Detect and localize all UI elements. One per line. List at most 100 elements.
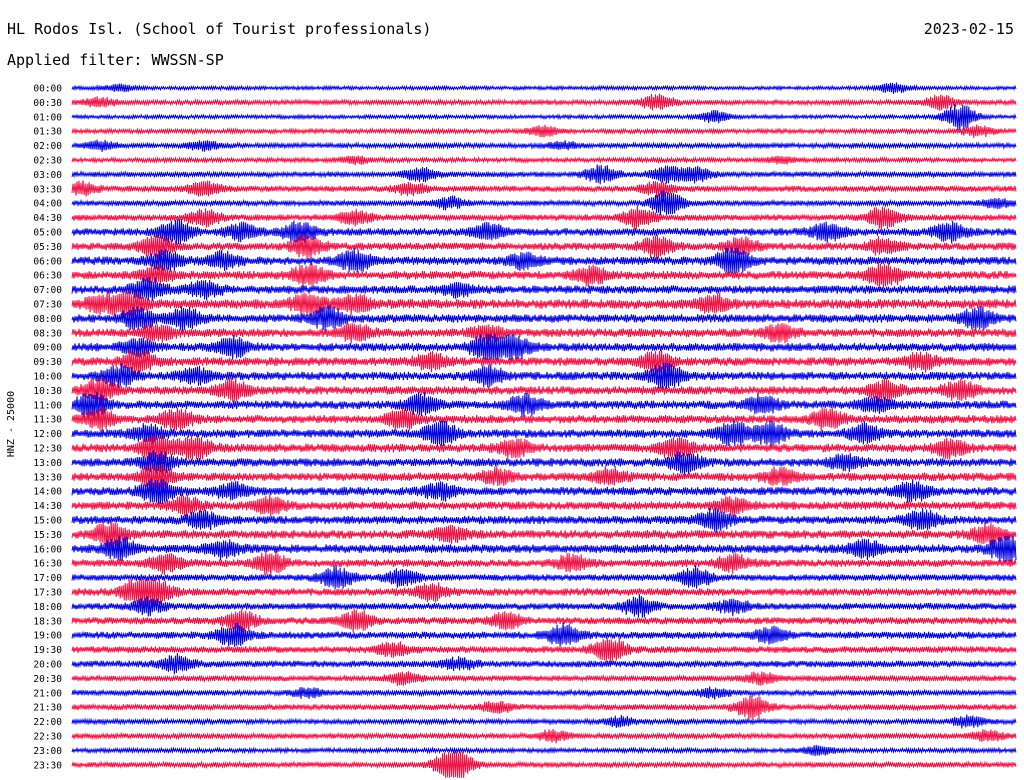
time-label: 03:00	[33, 170, 62, 181]
time-label: 23:00	[33, 746, 62, 757]
time-label: 05:00	[33, 228, 62, 239]
trace-line	[71, 622, 1017, 647]
trace-line	[71, 671, 1017, 686]
trace-line	[71, 637, 1017, 663]
time-label: 03:30	[33, 184, 62, 195]
date-label: 2023-02-15	[923, 20, 1014, 38]
trace-line	[71, 406, 1017, 432]
trace-line	[71, 550, 1017, 577]
trace-line	[71, 104, 1017, 130]
time-label: 14:30	[33, 501, 62, 512]
time-label: 04:00	[33, 199, 62, 210]
trace-line	[71, 494, 1017, 518]
time-label: 16:00	[33, 544, 62, 555]
trace-line	[71, 262, 1017, 289]
time-labels: 00:00 00:30 01:00 01:30 02:00 02:30 03:00 03:30…	[33, 84, 62, 772]
trace-line	[71, 322, 1017, 345]
trace-line	[71, 744, 1017, 757]
trace-line	[71, 277, 1017, 302]
time-label: 02:00	[33, 141, 62, 152]
time-label: 06:30	[33, 271, 62, 282]
time-label: 16:30	[33, 559, 62, 570]
trace-line	[71, 362, 1017, 390]
trace-line	[71, 190, 1017, 216]
trace-line	[71, 377, 1017, 404]
trace-line	[71, 728, 1017, 744]
time-label: 04:30	[33, 213, 62, 224]
station-title: HL Rodos Isl. (School of Tourist profess…	[7, 20, 432, 38]
trace-line	[71, 93, 1017, 112]
time-label: 01:30	[33, 127, 62, 138]
time-label: 15:30	[33, 530, 62, 541]
time-label: 19:30	[33, 645, 62, 656]
time-label: 18:00	[33, 602, 62, 613]
trace-line	[71, 751, 1017, 778]
trace-line	[71, 247, 1017, 274]
trace-line	[71, 686, 1017, 700]
time-label: 12:30	[33, 444, 62, 455]
trace-line	[71, 164, 1017, 185]
time-label: 18:30	[33, 616, 62, 627]
trace-line	[71, 290, 1017, 318]
trace-line	[71, 434, 1017, 462]
time-label: 22:00	[33, 717, 62, 728]
time-label: 08:00	[33, 314, 62, 325]
time-label: 20:30	[33, 674, 62, 685]
trace-line	[71, 578, 1017, 606]
time-label: 09:30	[33, 357, 62, 368]
trace-line	[71, 124, 1017, 138]
time-label: 21:00	[33, 688, 62, 699]
trace-line	[71, 535, 1017, 562]
trace-line	[71, 139, 1017, 153]
time-label: 23:30	[33, 760, 62, 771]
trace-line	[71, 233, 1017, 260]
time-label: 01:00	[33, 112, 62, 123]
trace-line	[71, 155, 1017, 166]
time-label: 09:00	[33, 343, 62, 354]
trace-line	[71, 463, 1017, 490]
time-label: 17:00	[33, 573, 62, 584]
trace-line	[71, 521, 1017, 548]
trace-line	[71, 653, 1017, 675]
time-label: 11:30	[33, 415, 62, 426]
trace-line	[71, 180, 1017, 199]
trace-group	[71, 82, 1017, 778]
trace-line	[71, 714, 1017, 729]
time-label: 15:00	[33, 516, 62, 527]
time-label: 00:30	[33, 98, 62, 109]
trace-line	[71, 218, 1017, 245]
trace-line	[71, 82, 1017, 94]
time-label: 11:00	[33, 400, 62, 411]
time-label: 10:30	[33, 386, 62, 397]
trace-line	[71, 334, 1017, 361]
time-label: 07:00	[33, 285, 62, 296]
trace-line	[71, 349, 1017, 375]
trace-line	[71, 608, 1017, 633]
time-label: 17:30	[33, 588, 62, 599]
time-label: 10:00	[33, 372, 62, 383]
time-label: 12:00	[33, 429, 62, 440]
time-label: 13:00	[33, 458, 62, 469]
time-label: 00:00	[33, 84, 62, 95]
trace-line	[71, 695, 1017, 720]
time-label: 14:00	[33, 487, 62, 498]
time-label: 08:30	[33, 328, 62, 339]
trace-line	[71, 594, 1017, 618]
time-label: 22:30	[33, 732, 62, 743]
filter-label: Applied filter: WWSSN-SP	[7, 51, 224, 69]
time-label: 20:00	[33, 660, 62, 671]
time-label: 07:30	[33, 300, 62, 311]
trace-line	[71, 450, 1017, 476]
trace-line	[71, 507, 1017, 534]
trace-line	[71, 204, 1017, 231]
trace-line	[71, 391, 1017, 418]
time-label: 05:30	[33, 242, 62, 253]
time-label: 21:30	[33, 703, 62, 714]
trace-line	[71, 478, 1017, 505]
trace-line	[71, 305, 1017, 332]
time-label: 19:00	[33, 631, 62, 642]
time-label: 06:00	[33, 256, 62, 267]
y-axis-label: HNZ - 25000	[6, 391, 17, 457]
time-label: 13:30	[33, 472, 62, 483]
